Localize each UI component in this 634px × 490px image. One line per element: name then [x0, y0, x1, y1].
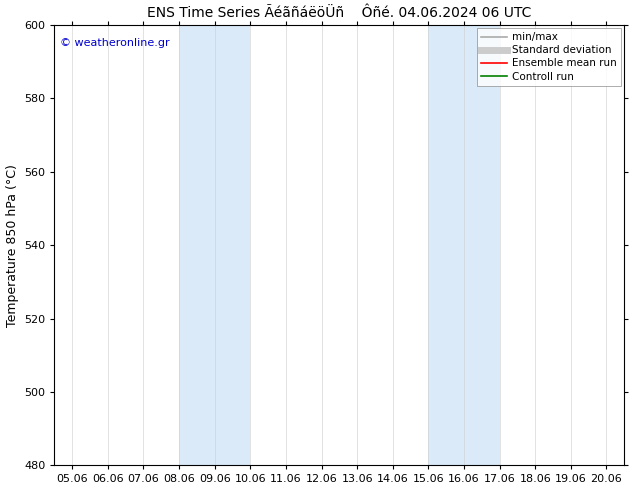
Text: © weatheronline.gr: © weatheronline.gr: [60, 38, 170, 48]
Bar: [179, 25, 250, 465]
Bar: [429, 25, 500, 465]
Title: ENS Time Series ÃéãñáëöÜñ    Ôñé. 04.06.2024 06 UTC: ENS Time Series ÃéãñáëöÜñ Ôñé. 04.06.202…: [147, 5, 531, 20]
Legend: min/max, Standard deviation, Ensemble mean run, Controll run: min/max, Standard deviation, Ensemble me…: [477, 28, 621, 86]
Y-axis label: Temperature 850 hPa (°C): Temperature 850 hPa (°C): [6, 164, 18, 327]
